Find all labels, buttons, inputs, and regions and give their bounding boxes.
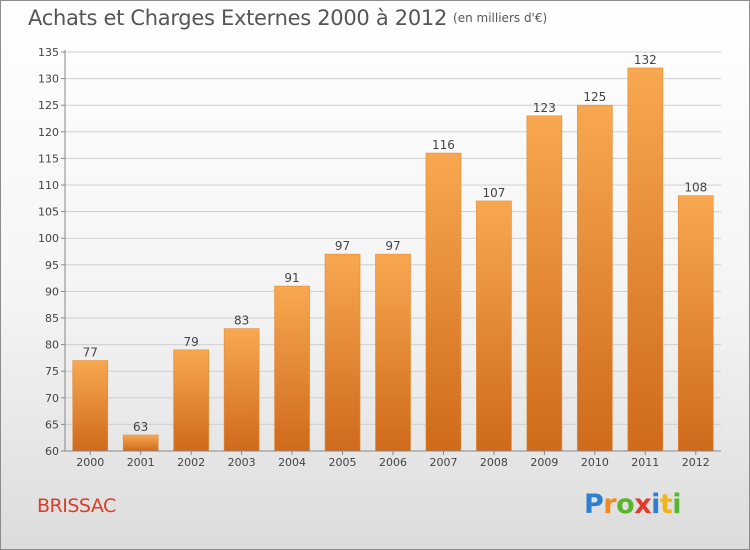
data-label: 116	[432, 138, 455, 152]
logo-letter: r	[603, 489, 617, 520]
bar	[425, 152, 462, 452]
data-label: 132	[634, 53, 657, 67]
x-tick-label: 2002	[177, 456, 205, 469]
y-tick-label: 125	[38, 99, 59, 112]
bar	[526, 115, 563, 452]
data-label: 123	[533, 101, 556, 115]
y-tick-label: 105	[38, 206, 59, 219]
x-tick-label: 2006	[379, 456, 407, 469]
y-tick-label: 135	[38, 46, 59, 59]
x-tick-label: 2000	[76, 456, 104, 469]
bar	[677, 195, 714, 452]
proxiti-logo: Proxiti	[584, 489, 682, 520]
y-tick-label: 115	[38, 152, 59, 165]
y-tick-label: 95	[45, 259, 59, 272]
y-tick-label: 110	[38, 179, 59, 192]
x-tick-label: 2001	[127, 456, 155, 469]
bar	[324, 253, 361, 452]
x-tick-label: 2011	[631, 456, 659, 469]
y-tick-label: 75	[45, 365, 59, 378]
bar	[72, 360, 109, 452]
x-tick-label: 2012	[682, 456, 710, 469]
x-tick-label: 2010	[581, 456, 609, 469]
y-tick-label: 70	[45, 392, 59, 405]
chart-title: Achats et Charges Externes 2000 à 2012 (e…	[28, 6, 547, 30]
bar	[223, 328, 260, 452]
x-tick-label: 2004	[278, 456, 306, 469]
bar	[274, 285, 310, 452]
data-label: 77	[83, 346, 98, 360]
bars: 77 63 79 83 91 97 97 116 107 123 125 132 108	[72, 53, 714, 452]
data-label: 83	[234, 314, 249, 328]
y-tick-label: 90	[45, 285, 59, 298]
logo-letter: x	[634, 489, 652, 520]
data-label: 91	[284, 271, 299, 285]
data-label: 79	[184, 335, 199, 349]
data-label: 97	[335, 239, 350, 253]
y-tick-label: 120	[38, 126, 59, 139]
data-label: 108	[684, 181, 707, 195]
commune-name: BRISSAC	[37, 495, 116, 517]
data-label: 63	[133, 420, 148, 434]
data-label: 97	[385, 239, 400, 253]
bar	[577, 104, 613, 452]
data-label: 107	[482, 186, 505, 200]
title-unit: (en milliers d'€)	[453, 11, 548, 25]
x-tick-label: 2009	[530, 456, 558, 469]
logo-letter: P	[584, 489, 604, 520]
bar	[122, 434, 159, 452]
logo-letter: t	[659, 489, 673, 520]
x-tick-label: 2007	[429, 456, 457, 469]
logo-letter: i	[672, 489, 682, 520]
data-label: 125	[583, 90, 606, 104]
logo-letter: o	[616, 489, 635, 520]
bar	[627, 67, 664, 452]
bar	[476, 200, 512, 452]
bar	[173, 349, 209, 452]
bar	[375, 253, 411, 452]
x-tick-label: 2008	[480, 456, 508, 469]
y-tick-label: 65	[45, 418, 59, 431]
y-tick-label: 80	[45, 339, 59, 352]
axes: 60 65 70 75 80 85 90 95 100 105 110 115 120 125 130 135…	[38, 46, 721, 469]
x-tick-label: 2003	[228, 456, 256, 469]
y-tick-label: 60	[45, 445, 59, 458]
x-tick-label: 2005	[329, 456, 357, 469]
y-tick-label: 85	[45, 312, 59, 325]
y-tick-label: 100	[38, 232, 59, 245]
title-text: Achats et Charges Externes 2000 à 2012	[28, 6, 448, 30]
y-tick-label: 130	[38, 73, 59, 86]
logo-letter: i	[651, 489, 660, 520]
